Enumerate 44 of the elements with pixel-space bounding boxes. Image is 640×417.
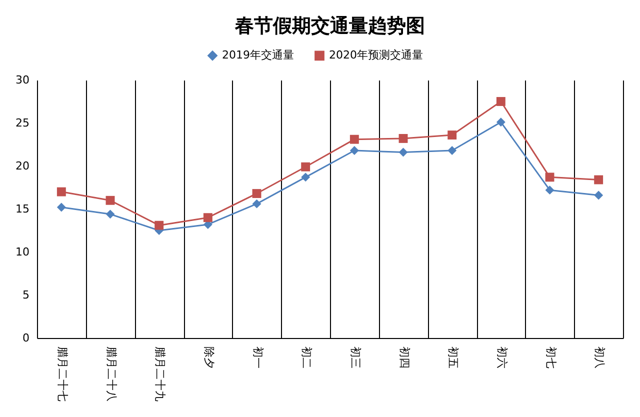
point bbox=[594, 175, 604, 184]
x-tick-label: 初二 bbox=[300, 346, 314, 368]
y-tick-label: 25 bbox=[16, 116, 30, 130]
x-tick-label: 初七 bbox=[544, 346, 558, 368]
point bbox=[56, 202, 66, 212]
point bbox=[448, 146, 457, 155]
chart-title: 春节假期交通量趋势图 bbox=[234, 15, 425, 37]
x-tick-label: 腊月二十七 bbox=[56, 346, 69, 402]
point bbox=[496, 118, 506, 127]
point bbox=[106, 196, 115, 205]
point bbox=[398, 148, 408, 157]
point bbox=[545, 172, 554, 182]
y-tick-label: 15 bbox=[16, 202, 30, 216]
legend-label: 2020年预测交通量 bbox=[329, 48, 423, 62]
x-tick-label: 初四 bbox=[398, 346, 411, 368]
point bbox=[106, 210, 115, 219]
y-tick-label: 20 bbox=[16, 160, 30, 172]
point bbox=[252, 199, 262, 208]
x-tick-label: 初六 bbox=[495, 346, 508, 368]
point bbox=[203, 213, 212, 222]
point bbox=[448, 130, 457, 140]
point bbox=[350, 146, 359, 155]
x-tick-label: 初八 bbox=[593, 346, 606, 368]
x-tick-label: 初五 bbox=[446, 346, 460, 368]
point bbox=[154, 220, 164, 230]
point bbox=[56, 187, 66, 196]
x-tick-label: 腊月二十九 bbox=[154, 346, 167, 402]
x-tick-label: 初三 bbox=[348, 346, 362, 368]
y-tick-label: 0 bbox=[22, 332, 30, 344]
point bbox=[301, 172, 310, 182]
y-tick-label: 5 bbox=[22, 288, 30, 302]
x-tick-label: 初一 bbox=[251, 346, 264, 368]
point bbox=[398, 134, 408, 143]
legend-label: 2019年交通量 bbox=[222, 48, 294, 62]
point bbox=[594, 190, 604, 200]
point bbox=[301, 162, 310, 172]
y-tick-label: 30 bbox=[16, 74, 30, 86]
y-tick-label: 10 bbox=[16, 246, 30, 258]
x-tick-label: 腊月二十八 bbox=[104, 346, 118, 402]
x-tick-label: 除夕 bbox=[202, 346, 216, 368]
point bbox=[545, 186, 554, 195]
point bbox=[496, 97, 506, 106]
point bbox=[252, 189, 262, 198]
point bbox=[350, 134, 359, 144]
